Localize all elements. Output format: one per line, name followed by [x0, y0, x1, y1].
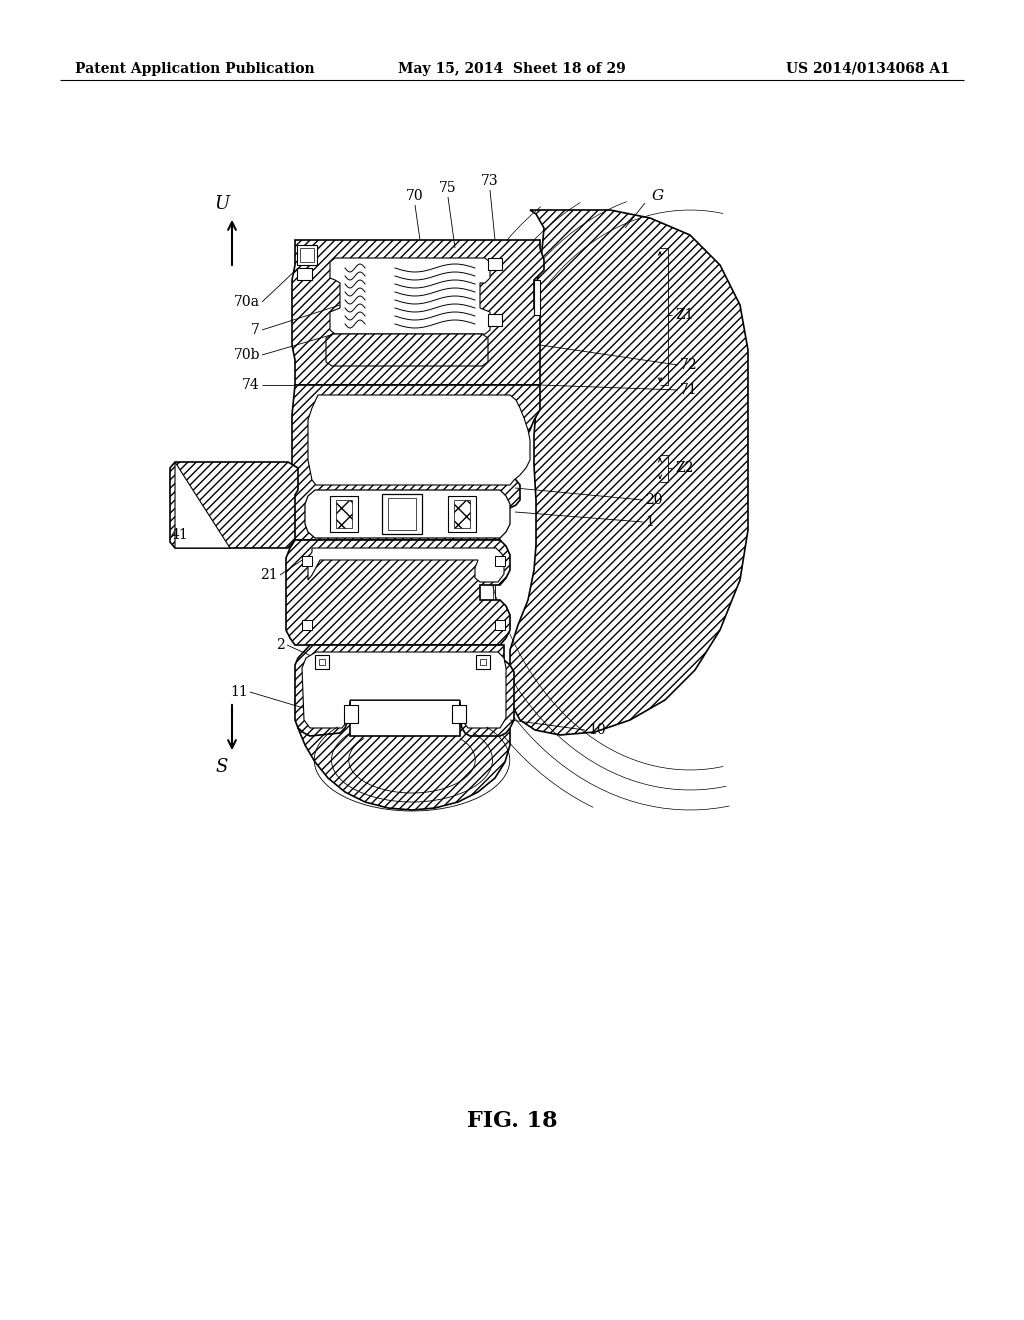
Text: Patent Application Publication: Patent Application Publication	[75, 62, 314, 77]
Text: 7: 7	[251, 323, 260, 337]
Bar	[388, 498, 416, 531]
Text: May 15, 2014  Sheet 18 of 29: May 15, 2014 Sheet 18 of 29	[398, 62, 626, 77]
Text: 74: 74	[243, 378, 260, 392]
Bar	[495, 620, 505, 630]
Bar	[302, 556, 312, 566]
Bar	[302, 620, 312, 630]
Bar	[452, 705, 466, 723]
Text: 21: 21	[260, 568, 278, 582]
Polygon shape	[170, 462, 298, 548]
Polygon shape	[308, 395, 530, 484]
Bar	[495, 556, 505, 566]
Bar	[300, 248, 314, 261]
Text: 72: 72	[680, 358, 697, 372]
Text: 20: 20	[645, 492, 663, 507]
Bar	[297, 246, 317, 265]
Bar	[488, 314, 502, 326]
Bar	[488, 257, 502, 271]
Polygon shape	[286, 540, 510, 645]
Text: 2: 2	[276, 638, 285, 652]
Polygon shape	[292, 240, 544, 385]
Polygon shape	[302, 652, 506, 729]
Bar	[476, 655, 490, 669]
Text: 11: 11	[230, 685, 248, 700]
Polygon shape	[175, 462, 230, 548]
Bar	[297, 268, 312, 280]
Polygon shape	[330, 257, 490, 334]
Bar	[449, 496, 476, 532]
Text: S: S	[216, 758, 228, 776]
Text: 70b: 70b	[233, 348, 260, 362]
Text: 1: 1	[645, 515, 654, 529]
Text: 70: 70	[407, 189, 424, 203]
Text: U: U	[214, 195, 229, 213]
Text: 70a: 70a	[234, 294, 260, 309]
Text: 10: 10	[588, 723, 605, 737]
Text: Z1: Z1	[676, 308, 694, 322]
Bar	[454, 500, 470, 528]
Polygon shape	[295, 645, 514, 737]
Bar	[344, 705, 358, 723]
Polygon shape	[510, 210, 748, 735]
Text: US 2014/0134068 A1: US 2014/0134068 A1	[786, 62, 950, 77]
Bar	[315, 655, 329, 669]
Bar	[480, 659, 486, 665]
Polygon shape	[292, 385, 540, 540]
Text: 71: 71	[680, 383, 697, 397]
Polygon shape	[305, 490, 510, 539]
Text: G: G	[652, 189, 664, 203]
Text: 75: 75	[439, 181, 457, 195]
Text: Z2: Z2	[676, 461, 694, 475]
Text: 41: 41	[170, 528, 188, 543]
Polygon shape	[534, 280, 540, 315]
Bar	[382, 494, 422, 535]
Polygon shape	[295, 700, 510, 810]
Bar	[319, 659, 325, 665]
Bar	[330, 496, 358, 532]
Polygon shape	[326, 334, 488, 366]
Bar	[336, 500, 352, 528]
Polygon shape	[308, 548, 504, 582]
Text: FIG. 18: FIG. 18	[467, 1110, 557, 1133]
Text: 73: 73	[481, 174, 499, 187]
